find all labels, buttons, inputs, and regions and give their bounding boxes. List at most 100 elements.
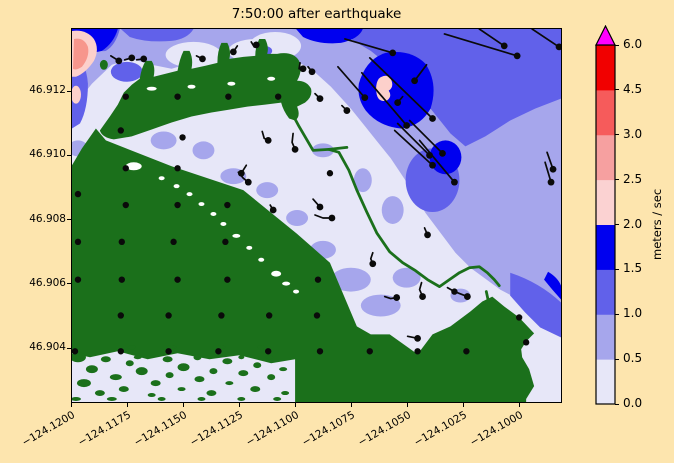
colorbar-tick-label: 6.0	[623, 37, 643, 51]
grid-dot	[74, 276, 82, 283]
grid-dot	[515, 314, 523, 321]
grid-dot	[72, 348, 79, 355]
marsh-blob	[281, 391, 290, 396]
grid-dot	[174, 93, 181, 100]
grid-dot	[313, 312, 321, 319]
grid-dot	[74, 190, 82, 198]
marsh-blob	[106, 397, 117, 402]
y-tick-mark	[67, 347, 71, 349]
drifter-dot	[424, 231, 431, 239]
drifter-dot	[414, 334, 421, 342]
drifter-dot	[229, 48, 237, 56]
drifter-dot	[411, 77, 418, 85]
pond-blob	[173, 184, 180, 189]
map-axes	[71, 28, 562, 403]
drifter-dot	[403, 122, 411, 129]
x-tick-mark	[70, 403, 72, 407]
marsh-blob	[165, 372, 174, 379]
marsh-blob	[206, 390, 217, 397]
marsh-blob	[197, 397, 206, 402]
grid-dot	[118, 238, 125, 246]
grid-dot	[366, 348, 373, 355]
drifter-dot	[128, 54, 136, 62]
pond-blob	[198, 202, 205, 207]
grid-dot	[170, 238, 177, 246]
colorbar-segment	[596, 134, 615, 181]
grid-dot	[314, 276, 322, 283]
marsh-blob	[109, 374, 122, 381]
marsh-blob	[162, 356, 173, 363]
contour-region	[510, 272, 561, 338]
drifter-dot	[316, 95, 324, 103]
particle-dot	[451, 288, 458, 295]
marsh-blob	[273, 397, 282, 402]
marsh-blob	[147, 393, 156, 398]
marsh-blob	[72, 397, 81, 402]
contour-blob	[360, 294, 401, 317]
marsh-blob	[127, 345, 136, 350]
marsh-blob	[222, 358, 233, 365]
pond-blob	[232, 233, 241, 238]
pond-blob	[187, 84, 196, 89]
drifter-dot	[269, 206, 277, 214]
grid-dot	[414, 348, 421, 355]
grid-dot	[165, 348, 172, 355]
drifter-dot	[439, 149, 446, 157]
drifter-dot	[252, 41, 260, 49]
particle-dot	[326, 170, 334, 177]
colorbar-tick-label: 3.0	[623, 126, 643, 141]
grid-dot	[174, 165, 181, 172]
drifter-dot	[389, 49, 397, 57]
colorbar-over-arrow	[595, 25, 616, 46]
drifter-track	[443, 33, 519, 57]
x-tick-mark	[182, 403, 184, 407]
grid-dot	[265, 348, 272, 355]
y-tick-label: 46.906	[29, 276, 66, 289]
colorbar-tick-mark	[615, 134, 619, 136]
grid-dot	[117, 348, 124, 355]
grid-dot	[463, 348, 470, 355]
contour-blob	[330, 267, 371, 292]
drifter-dot	[140, 55, 148, 63]
pond-blob	[246, 245, 253, 250]
colorbar-svg	[595, 25, 616, 405]
drifter-dot	[343, 107, 351, 114]
drifter-dot	[264, 137, 272, 144]
marsh-blob	[267, 374, 276, 381]
grid-dot	[122, 93, 129, 100]
y-tick-mark	[67, 90, 71, 92]
drifter-dot	[299, 65, 307, 73]
marsh-blob	[250, 386, 261, 393]
y-tick-mark	[67, 283, 71, 285]
drifter-dot	[369, 260, 377, 268]
colorbar-tick-mark	[615, 179, 619, 181]
contour-blob	[353, 168, 372, 193]
contour-blob	[392, 267, 421, 288]
drifter-dot	[547, 178, 555, 186]
contour-blob	[72, 85, 81, 104]
colorbar-tick-label: 1.0	[623, 306, 643, 321]
drifter-dot	[419, 293, 426, 300]
colorbar-tick-label: 2.5	[623, 171, 643, 186]
colorbar-segment	[596, 89, 615, 136]
drifter-track	[408, 119, 444, 155]
grid-dot	[122, 165, 129, 172]
drifter-dot	[451, 178, 458, 186]
x-tick-mark	[294, 403, 296, 407]
marsh-blob	[194, 376, 205, 383]
drifter-track	[360, 71, 408, 127]
contour-region	[72, 128, 535, 402]
y-tick-label: 46.908	[29, 212, 66, 225]
pond-blob	[146, 86, 157, 91]
marsh-blob	[135, 367, 148, 376]
drifter-dot	[463, 293, 471, 300]
marsh-blob	[257, 345, 266, 350]
contour-region	[72, 38, 89, 70]
y-tick-label: 46.910	[29, 148, 66, 161]
contour-region	[358, 52, 434, 129]
marsh-blob	[225, 381, 234, 386]
x-tick-mark	[406, 403, 408, 407]
particle-dot	[522, 339, 530, 346]
contour-blob	[110, 61, 143, 82]
